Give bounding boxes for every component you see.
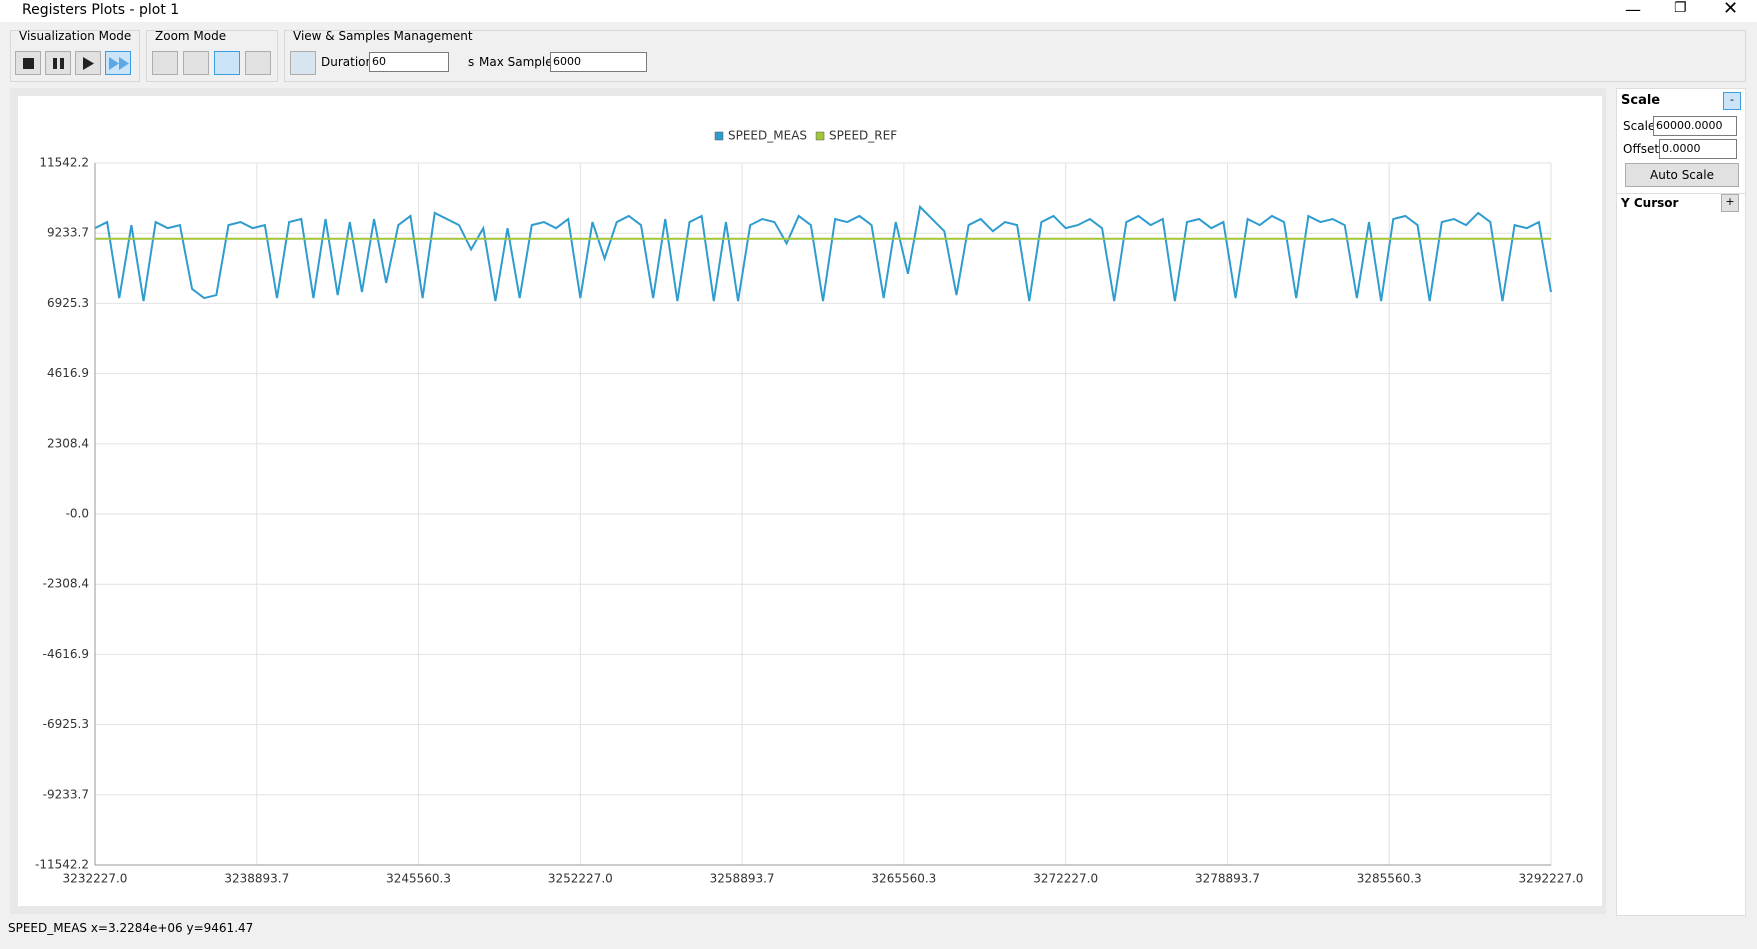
collapse-button[interactable]: - bbox=[1723, 92, 1741, 110]
max-samples-label: Max Samples bbox=[479, 55, 559, 69]
window-title: Registers Plots - plot 1 bbox=[22, 2, 180, 18]
plot-canvas bbox=[18, 96, 1602, 906]
expand-button[interactable]: + bbox=[1721, 194, 1739, 212]
zoom-center-button[interactable] bbox=[183, 51, 209, 75]
x-tick-label: 3232227.0 bbox=[63, 872, 128, 886]
zoom-x-button[interactable] bbox=[245, 51, 271, 75]
y-tick-label: -0.0 bbox=[66, 507, 89, 521]
max-samples-input[interactable]: 6000 bbox=[550, 52, 647, 72]
zoom-xy-button[interactable] bbox=[152, 51, 178, 75]
x-tick-label: 3238893.7 bbox=[224, 872, 289, 886]
legend-swatch bbox=[815, 131, 825, 141]
scale-header: Scale bbox=[1621, 93, 1661, 108]
y-tick-label: -11542.2 bbox=[35, 858, 89, 872]
legend-label: SPEED_REF bbox=[829, 129, 897, 143]
x-tick-label: 3278893.7 bbox=[1195, 872, 1260, 886]
x-tick-label: 3292227.0 bbox=[1519, 872, 1584, 886]
legend-label: SPEED_MEAS bbox=[728, 129, 807, 143]
x-tick-label: 3258893.7 bbox=[710, 872, 775, 886]
visualization-group: Visualization Mode bbox=[10, 29, 140, 82]
y-tick-label: 2308.4 bbox=[47, 436, 89, 450]
y-tick-label: 11542.2 bbox=[39, 156, 89, 170]
y-tick-label: 6925.3 bbox=[47, 296, 89, 310]
x-tick-label: 3252227.0 bbox=[548, 872, 613, 886]
y-tick-label: -6925.3 bbox=[43, 717, 89, 731]
x-tick-label: 3265560.3 bbox=[871, 872, 936, 886]
x-tick-label: 3285560.3 bbox=[1357, 872, 1422, 886]
zoom-y-button[interactable] bbox=[214, 51, 240, 75]
auto-scale-button[interactable]: Auto Scale bbox=[1625, 163, 1739, 187]
plot-area bbox=[10, 88, 1606, 914]
x-tick-label: 3245560.3 bbox=[386, 872, 451, 886]
y-tick-label: 4616.9 bbox=[47, 366, 89, 380]
y-tick-label: -2308.4 bbox=[43, 577, 89, 591]
scale-input[interactable]: 60000.0000 bbox=[1653, 116, 1737, 136]
data-line bbox=[94, 204, 1552, 302]
group-label: View & Samples Management bbox=[293, 29, 473, 43]
y-tick-label: -9233.7 bbox=[43, 787, 89, 801]
scale-label: Scale bbox=[1623, 119, 1656, 133]
pause-button[interactable] bbox=[45, 51, 71, 75]
fast-forward-button[interactable] bbox=[105, 51, 131, 75]
status-text: SPEED_MEAS x=3.2284e+06 y=9461.47 bbox=[8, 921, 254, 935]
stop-button[interactable] bbox=[15, 51, 41, 75]
side-panel: Scale - Scale 60000.0000 Offset 0.0000 A… bbox=[1616, 88, 1746, 916]
legend-swatch bbox=[714, 131, 724, 141]
zoom-group: Zoom Mode bbox=[146, 29, 278, 82]
y-cursor-header: Y Cursor bbox=[1621, 196, 1679, 210]
y-tick-label: -4616.9 bbox=[43, 647, 89, 661]
group-label: Zoom Mode bbox=[155, 29, 227, 43]
offset-label: Offset bbox=[1623, 142, 1660, 156]
view-group: View & Samples Management Duration 60 s … bbox=[284, 29, 1746, 82]
minimize[interactable]: — bbox=[1625, 0, 1641, 19]
title-bar: Registers Plots - plot 1 — ❐ ✕ bbox=[0, 0, 1757, 22]
offset-input[interactable]: 0.0000 bbox=[1659, 139, 1737, 159]
duration-input[interactable]: 60 bbox=[369, 52, 449, 72]
duration-label: Duration bbox=[321, 55, 374, 69]
close[interactable]: ✕ bbox=[1723, 0, 1739, 19]
group-label: Visualization Mode bbox=[19, 29, 132, 43]
y-tick-label: 9233.7 bbox=[47, 226, 89, 240]
x-tick-label: 3272227.0 bbox=[1033, 872, 1098, 886]
play-button[interactable] bbox=[75, 51, 101, 75]
duration-unit: s bbox=[468, 55, 475, 69]
fit-button[interactable] bbox=[290, 51, 316, 75]
restore[interactable]: ❐ bbox=[1674, 0, 1687, 16]
